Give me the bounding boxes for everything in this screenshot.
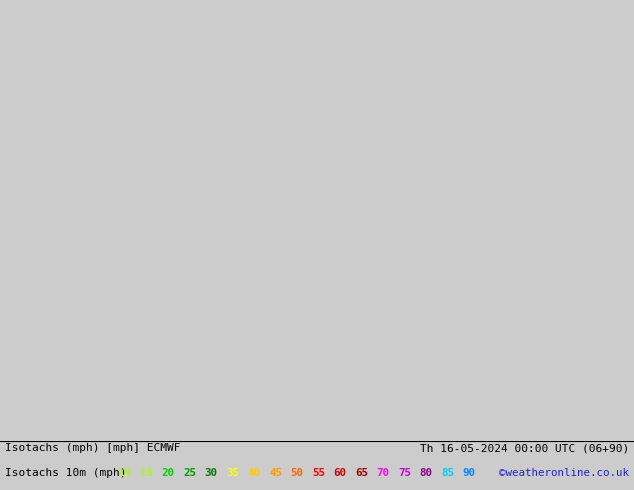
Text: 25: 25 bbox=[183, 468, 196, 478]
Text: 20: 20 bbox=[162, 468, 174, 478]
Text: Th 16-05-2024 00:00 UTC (06+90): Th 16-05-2024 00:00 UTC (06+90) bbox=[420, 443, 629, 453]
Text: 50: 50 bbox=[290, 468, 304, 478]
Text: 40: 40 bbox=[247, 468, 261, 478]
Text: 65: 65 bbox=[355, 468, 368, 478]
Text: 45: 45 bbox=[269, 468, 282, 478]
Text: 85: 85 bbox=[441, 468, 454, 478]
Text: Isotachs 10m (mph): Isotachs 10m (mph) bbox=[5, 468, 127, 478]
Text: 30: 30 bbox=[204, 468, 217, 478]
Text: 15: 15 bbox=[140, 468, 153, 478]
Text: 75: 75 bbox=[398, 468, 411, 478]
Text: 80: 80 bbox=[420, 468, 432, 478]
Text: 60: 60 bbox=[333, 468, 347, 478]
Text: 70: 70 bbox=[377, 468, 390, 478]
Text: 35: 35 bbox=[226, 468, 239, 478]
Text: 55: 55 bbox=[312, 468, 325, 478]
Text: Isotachs (mph) [mph] ECMWF: Isotachs (mph) [mph] ECMWF bbox=[5, 443, 181, 453]
Text: 10: 10 bbox=[119, 468, 131, 478]
Text: ©weatheronline.co.uk: ©weatheronline.co.uk bbox=[499, 468, 629, 478]
Text: 90: 90 bbox=[463, 468, 476, 478]
